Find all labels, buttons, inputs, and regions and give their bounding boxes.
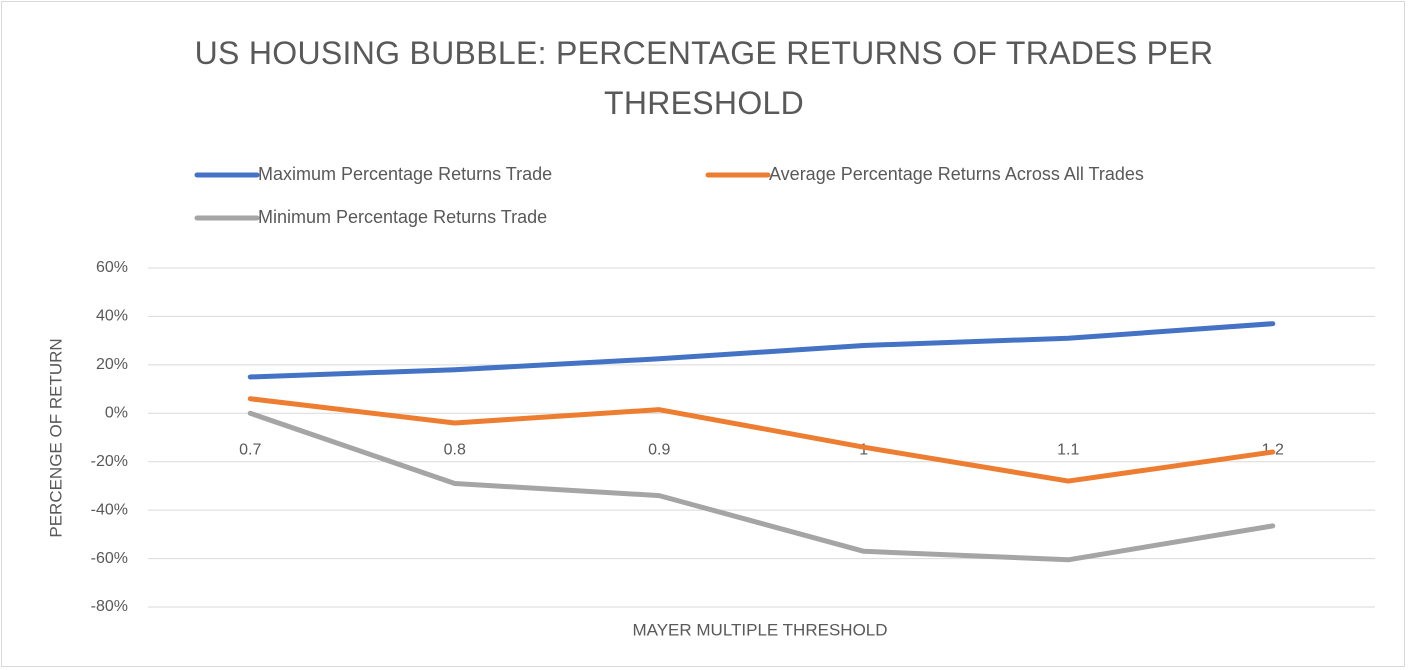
- y-tick-label: -60%: [91, 550, 128, 567]
- y-tick-label: 0%: [105, 405, 128, 422]
- legend-label: Average Percentage Returns Across All Tr…: [769, 164, 1144, 184]
- x-tick-label: 0.9: [648, 442, 670, 459]
- x-tick-label: 0.7: [239, 442, 261, 459]
- y-tick-label: -40%: [91, 501, 128, 518]
- y-tick-label: 60%: [96, 259, 128, 276]
- y-tick-label: -20%: [91, 453, 128, 470]
- y-axis-title: PERCENGE OF RETURN: [46, 338, 65, 537]
- legend-label: Maximum Percentage Returns Trade: [258, 164, 552, 184]
- series-line: [247, 321, 1276, 380]
- x-axis-title: MAYER MULTIPLE THRESHOLD: [632, 620, 887, 639]
- x-tick-label: 1: [859, 442, 868, 459]
- y-tick-label: 40%: [96, 308, 128, 325]
- y-tick-label: -80%: [91, 598, 128, 615]
- legend-label: Minimum Percentage Returns Trade: [258, 207, 547, 227]
- x-tick-label: 1.1: [1057, 442, 1079, 459]
- series-line: [247, 410, 1276, 563]
- chart-title: US HOUSING BUBBLE: PERCENTAGE RETURNS OF…: [194, 35, 1214, 121]
- y-tick-label: 20%: [96, 356, 128, 373]
- series-line: [247, 396, 1276, 484]
- x-tick-label: 0.8: [444, 442, 466, 459]
